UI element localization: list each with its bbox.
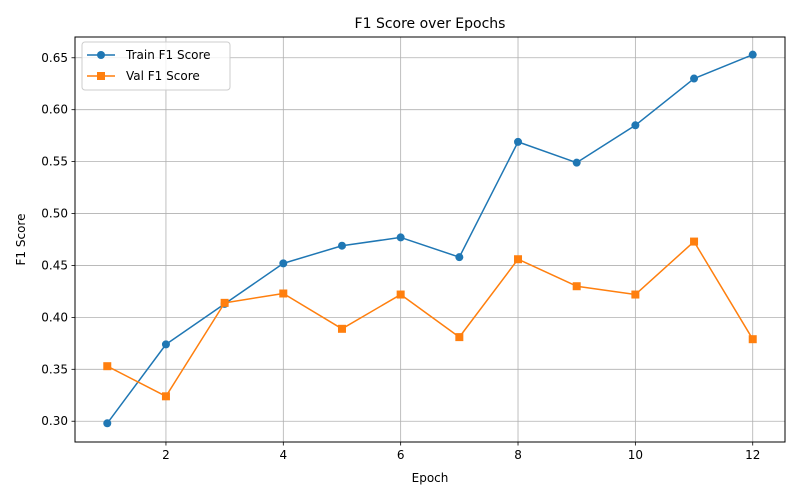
data-point	[337, 324, 346, 333]
data-point	[396, 233, 405, 242]
data-point	[572, 158, 581, 167]
x-tick-label: 8	[514, 448, 522, 462]
legend-label: Val F1 Score	[126, 69, 200, 83]
data-point	[690, 237, 699, 246]
data-point	[337, 241, 346, 250]
data-point	[161, 392, 170, 401]
y-axis: 0.30 0.35 0.40 0.45 0.50 0.55 0.60 0.65	[41, 51, 75, 428]
data-point	[279, 259, 288, 268]
chart-title: F1 Score over Epochs	[355, 16, 506, 32]
series-line	[106, 240, 754, 398]
data-point	[748, 50, 757, 59]
x-tick-label: 6	[397, 448, 405, 462]
legend-box	[81, 41, 231, 91]
y-tick-label: 0.40	[41, 310, 68, 324]
data-point	[103, 362, 112, 371]
data-point	[514, 255, 523, 264]
legend-marker	[97, 51, 105, 59]
x-tick-label: 2	[162, 448, 170, 462]
data-point	[279, 289, 288, 298]
x-axis-title: Epoch	[412, 471, 449, 485]
x-tick-label: 10	[628, 448, 643, 462]
x-tick-label: 12	[745, 448, 760, 462]
data-point	[572, 282, 581, 291]
y-tick-label: 0.65	[41, 51, 68, 65]
y-tick-label: 0.45	[41, 258, 68, 272]
legend-marker	[97, 72, 105, 80]
y-tick-label: 0.55	[41, 155, 68, 169]
y-axis-title: F1 Score	[14, 214, 28, 266]
y-tick-label: 0.50	[41, 207, 68, 221]
series-2	[103, 237, 757, 401]
legend: Train F1 Score Val F1 Score	[81, 41, 231, 91]
data-point	[103, 419, 112, 428]
data-point	[631, 121, 640, 130]
data-point	[514, 137, 523, 146]
series-line	[106, 53, 754, 424]
data-point	[455, 253, 464, 262]
x-tick-label: 4	[279, 448, 287, 462]
legend-label: Train F1 Score	[125, 48, 211, 62]
y-tick-label: 0.30	[41, 414, 68, 428]
data-point	[631, 290, 640, 299]
legend-item: Train F1 Score	[87, 48, 211, 62]
data-point	[748, 335, 757, 344]
series-layer	[103, 50, 757, 428]
data-point	[455, 333, 464, 342]
data-point	[396, 290, 405, 299]
y-tick-label: 0.60	[41, 103, 68, 117]
x-axis: 2 4 6 8 10 12	[162, 442, 760, 462]
data-point	[161, 340, 170, 349]
data-point	[220, 298, 229, 307]
legend-item: Val F1 Score	[87, 69, 200, 83]
data-point	[690, 74, 699, 83]
plot-frame	[74, 36, 786, 443]
y-tick-label: 0.35	[41, 362, 68, 376]
